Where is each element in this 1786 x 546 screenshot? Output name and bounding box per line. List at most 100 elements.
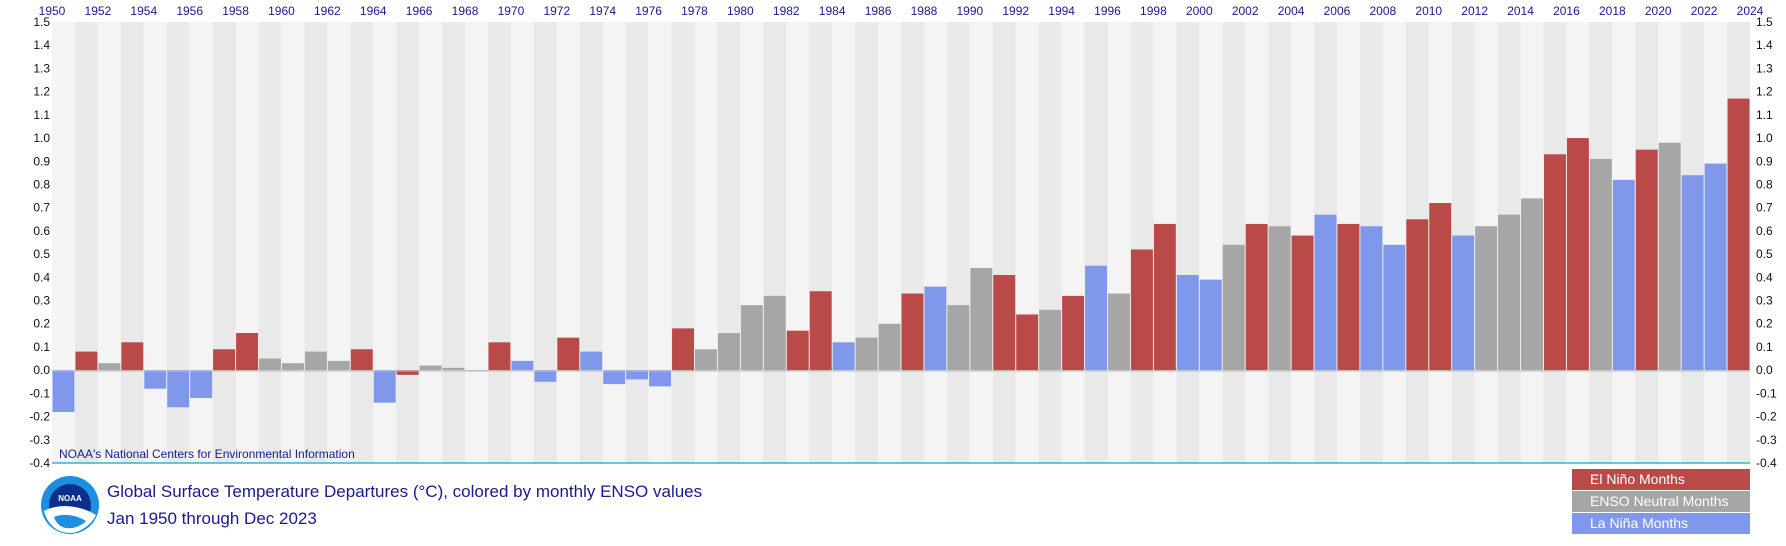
y-tick-label-right: -0.4: [1756, 456, 1777, 470]
bar-1991: [993, 274, 1016, 371]
legend: El Niño Months ENSO Neutral Months La Ni…: [1572, 469, 1750, 535]
year-band: [304, 22, 328, 463]
y-tick-label-right: -0.3: [1756, 433, 1777, 447]
y-tick-label-right: 0.6: [1756, 224, 1773, 238]
year-band: [969, 22, 993, 463]
bar-2001: [1222, 244, 1245, 371]
y-tick-label-right: 0.7: [1756, 201, 1773, 215]
year-band: [809, 22, 833, 463]
bar-1963: [350, 349, 373, 371]
y-tick-label-left: 0.3: [33, 294, 50, 308]
bar-2020: [1658, 142, 1681, 371]
year-band: [1199, 22, 1223, 463]
bar-1977: [672, 328, 694, 371]
bar-2021: [1681, 175, 1704, 371]
y-tick-label-left: 0.9: [33, 154, 50, 168]
bar-1998: [1153, 223, 1176, 371]
y-tick-label-right: 1.1: [1756, 108, 1773, 122]
y-tick-label-right: 0.2: [1756, 317, 1773, 331]
x-tick-label: 1972: [543, 4, 570, 18]
bar-1996: [1108, 293, 1130, 371]
y-tick-label-right: -0.1: [1756, 386, 1777, 400]
chart-title: Global Surface Temperature Departures (°…: [107, 482, 703, 501]
bar-1958: [236, 333, 259, 371]
bar-1979: [717, 333, 740, 371]
y-tick-label-left: -0.4: [29, 456, 50, 470]
year-band: [166, 22, 190, 463]
y-tick-label-right: 0.8: [1756, 177, 1773, 191]
year-band: [97, 22, 121, 463]
x-tick-label: 1998: [1140, 4, 1167, 18]
year-band: [625, 22, 649, 463]
bar-2000: [1199, 279, 1222, 371]
bar-1954: [144, 370, 167, 389]
bar-series: [52, 98, 1750, 412]
bar-1966: [419, 365, 442, 371]
x-tick-label: 1996: [1094, 4, 1121, 18]
x-tick-label: 1984: [819, 4, 846, 18]
noaa-logo: NOAA: [41, 476, 99, 534]
bar-2023: [1727, 98, 1750, 371]
x-tick-label: 1990: [956, 4, 983, 18]
x-tick-label: 1970: [498, 4, 525, 18]
y-tick-label-left: 1.2: [33, 85, 50, 99]
bar-1974: [603, 370, 626, 385]
x-tick-label: 2016: [1553, 4, 1580, 18]
year-band: [1061, 22, 1085, 463]
legend-la-nina: La Niña Months: [1572, 513, 1750, 534]
year-band: [1084, 22, 1108, 463]
year-band: [52, 22, 75, 463]
x-tick-label: 1980: [727, 4, 754, 18]
x-axis-labels: 1950 1952 1954 1956 1958 1960 1962 1964 1966 1968…: [39, 4, 1764, 18]
bar-1981: [763, 295, 786, 371]
x-tick-label: 1960: [268, 4, 295, 18]
year-band: [1382, 22, 1406, 463]
x-tick-label: 1956: [176, 4, 203, 18]
y-tick-label-left: 1.1: [33, 108, 50, 122]
year-band: [350, 22, 374, 463]
source-credit: NOAA's National Centers for Environmenta…: [59, 447, 355, 461]
bar-2018: [1612, 179, 1635, 371]
logo-text: NOAA: [58, 494, 82, 503]
bar-1989: [947, 305, 970, 371]
legend-el-nino: El Niño Months: [1572, 469, 1750, 490]
x-tick-label: 1992: [1002, 4, 1029, 18]
x-tick-label: 2000: [1186, 4, 1213, 18]
x-tick-label: 2012: [1461, 4, 1488, 18]
y-tick-label-right: 0.9: [1756, 154, 1773, 168]
y-tick-label-left: 1.0: [33, 131, 50, 145]
x-tick-label: 2022: [1691, 4, 1718, 18]
bar-2014: [1521, 198, 1543, 371]
y-tick-label-left: 1.5: [33, 15, 50, 29]
bar-2013: [1498, 214, 1521, 371]
y-tick-label-right: 0.1: [1756, 340, 1773, 354]
year-band: [281, 22, 305, 463]
x-tick-label: 1968: [452, 4, 479, 18]
bar-1965: [396, 370, 419, 375]
bar-1975: [626, 370, 649, 380]
bar-2011: [1452, 235, 1475, 371]
bar-1961: [304, 351, 327, 371]
bar-1993: [1039, 309, 1062, 371]
bar-2015: [1543, 154, 1566, 371]
year-band: [556, 22, 580, 463]
bar-1973: [580, 351, 603, 371]
bar-1987: [901, 293, 924, 371]
year-band: [855, 22, 879, 463]
year-band: [786, 22, 810, 463]
x-tick-label: 1988: [911, 4, 938, 18]
y-tick-label-right: 1.2: [1756, 85, 1773, 99]
bar-1986: [878, 323, 901, 371]
bar-1983: [809, 291, 832, 371]
bar-2009: [1406, 219, 1429, 371]
year-band: [533, 22, 557, 463]
bar-1997: [1130, 249, 1153, 371]
x-tick-label: 1962: [314, 4, 341, 18]
year-band: [510, 22, 534, 463]
year-band: [143, 22, 167, 463]
year-band: [717, 22, 741, 463]
bar-1992: [1016, 314, 1039, 371]
y-tick-label-left: -0.3: [29, 433, 50, 447]
y-tick-label-right: 0.3: [1756, 294, 1773, 308]
